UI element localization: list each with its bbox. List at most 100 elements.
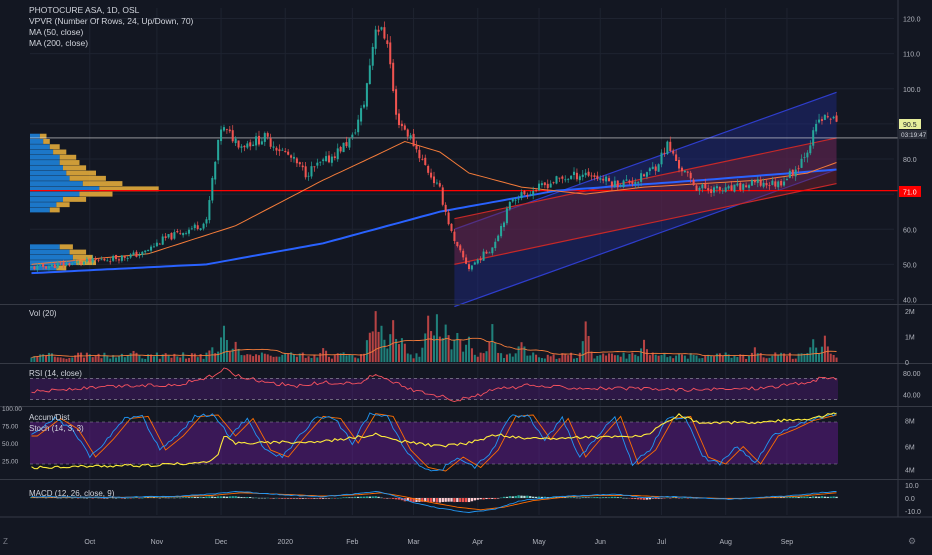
- volume-bar: [683, 355, 686, 362]
- time-tick-label: Dec: [215, 539, 228, 546]
- settings-icon[interactable]: ⚙: [908, 536, 916, 546]
- candle-body: [132, 252, 135, 255]
- volume-bar: [570, 352, 573, 362]
- volume-title[interactable]: Vol (20): [29, 309, 57, 318]
- blue-channel-fill: [454, 92, 837, 307]
- countdown-value: 03:19:47: [901, 132, 927, 139]
- volume-bar: [453, 339, 456, 362]
- candle-body: [257, 135, 261, 145]
- indicator-vpvr-label[interactable]: VPVR (Number Of Rows, 24, Up/Down, 70): [29, 16, 194, 26]
- volume-bar: [637, 356, 640, 362]
- volume-bar: [164, 353, 167, 362]
- candle-body: [704, 183, 707, 189]
- macd-histogram-bar: [572, 497, 576, 498]
- macd-histogram-bar: [485, 498, 488, 500]
- candle-body: [794, 169, 797, 177]
- volume-bar: [672, 358, 675, 362]
- macd-histogram-bar: [564, 497, 567, 498]
- macd-histogram-bar: [365, 496, 369, 498]
- stoch-band: [30, 422, 838, 464]
- candle-body: [759, 180, 762, 186]
- macd-histogram-bar: [193, 496, 196, 498]
- candle-body: [724, 187, 727, 192]
- macd-histogram-bar: [295, 498, 299, 499]
- candle-body: [535, 190, 538, 192]
- candle-body: [467, 264, 471, 270]
- volume-bar: [494, 342, 497, 362]
- volume-bar: [762, 357, 765, 362]
- candle-body: [453, 231, 456, 241]
- vpvr-row-up: [30, 144, 50, 150]
- stoch-title[interactable]: Stoch (14, 3, 3): [29, 424, 84, 433]
- macd-title[interactable]: MACD (12, 26, close, 9): [29, 489, 115, 498]
- macd-histogram-bar: [590, 497, 593, 498]
- volume-bar: [742, 354, 745, 362]
- volume-bar: [768, 357, 771, 362]
- indicator-ma50-label[interactable]: MA (50, close): [29, 27, 83, 37]
- candle-body: [202, 223, 205, 229]
- zoom-icon[interactable]: Z: [3, 537, 8, 546]
- volume-bar: [695, 355, 698, 362]
- candle-body: [272, 146, 275, 148]
- volume-bar: [123, 357, 126, 362]
- candle-body: [377, 29, 380, 32]
- macd-histogram-bar: [348, 497, 351, 498]
- candle-body: [397, 113, 401, 126]
- macd-histogram-bar: [421, 498, 424, 502]
- volume-bar: [826, 346, 829, 362]
- macd-histogram-bar: [596, 496, 599, 498]
- candle-body: [71, 263, 74, 265]
- volume-bar: [325, 350, 328, 362]
- candle-body: [456, 241, 459, 247]
- volume-bar: [395, 338, 398, 362]
- time-tick-label: 2020: [277, 539, 293, 546]
- volume-bar: [692, 354, 695, 362]
- candle-body: [97, 259, 100, 261]
- macd-histogram-bar: [123, 498, 126, 499]
- candle-body: [231, 130, 234, 142]
- accum-dist-title[interactable]: Accum/Dist: [29, 413, 70, 422]
- candle-body: [383, 27, 386, 39]
- candle-body: [322, 159, 325, 162]
- candle-body: [59, 262, 62, 264]
- volume-bar: [371, 331, 374, 362]
- volume-bar: [47, 352, 50, 362]
- macd-histogram-bar: [581, 497, 584, 498]
- macd-histogram-bar: [814, 496, 818, 498]
- volume-bar: [74, 355, 77, 362]
- volume-bar: [832, 355, 835, 362]
- macd-histogram-bar: [120, 498, 124, 499]
- candle-body: [596, 175, 599, 180]
- candle-body: [371, 46, 374, 66]
- symbol-title[interactable]: PHOTOCURE ASA, 1D, OSL: [29, 5, 140, 15]
- volume-bar: [365, 340, 368, 362]
- macd-histogram-bar: [625, 497, 628, 499]
- candle-body: [783, 181, 786, 186]
- macd-histogram-bar: [170, 497, 173, 499]
- macd-pane: [30, 491, 838, 513]
- candle-body: [298, 162, 301, 165]
- candle-body: [750, 180, 753, 186]
- macd-histogram-bar: [106, 498, 109, 499]
- macd-histogram-bar: [537, 496, 541, 498]
- rsi-title[interactable]: RSI (14, close): [29, 369, 82, 378]
- candle-body: [826, 116, 829, 118]
- volume-bar: [788, 352, 791, 362]
- volume-bar: [336, 353, 339, 362]
- macd-histogram-bar: [179, 497, 182, 499]
- indicator-ma200-label[interactable]: MA (200, close): [29, 38, 88, 48]
- candle-body: [193, 224, 196, 229]
- volume-bar: [295, 356, 298, 362]
- macd-histogram-bar: [391, 498, 395, 499]
- volume-tick-label: 1M: [905, 335, 915, 342]
- volume-bar: [500, 353, 503, 362]
- macd-histogram-bar: [532, 496, 535, 498]
- candle-body: [287, 151, 290, 155]
- volume-bar: [675, 355, 678, 362]
- candle-body: [745, 185, 748, 188]
- volume-bar: [596, 355, 599, 362]
- volume-bar: [748, 356, 751, 362]
- volume-bar: [657, 355, 660, 362]
